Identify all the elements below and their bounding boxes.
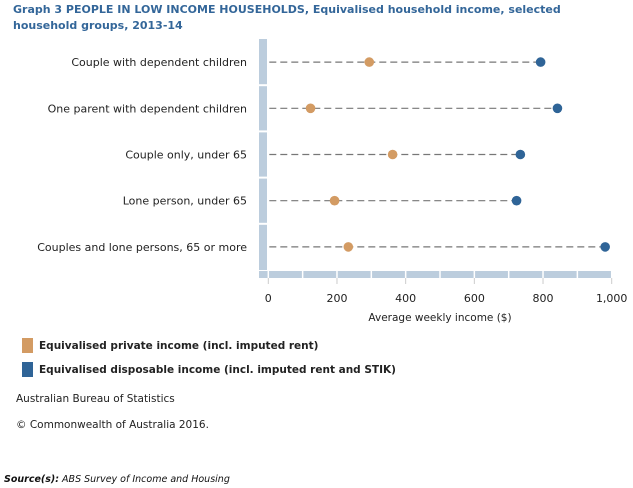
point-disposable-income bbox=[511, 195, 522, 206]
point-private-income bbox=[329, 195, 340, 206]
legend-swatch-disposable bbox=[22, 362, 33, 377]
point-disposable-income bbox=[535, 57, 546, 67]
category-label: Couple only, under 65 bbox=[125, 149, 247, 162]
point-private-income bbox=[305, 103, 316, 114]
y-axis-strip bbox=[259, 39, 267, 270]
point-private-income bbox=[343, 242, 354, 252]
point-disposable-income bbox=[552, 103, 563, 114]
legend-item-disposable: Equivalised disposable income (incl. imp… bbox=[22, 362, 396, 377]
category-label: Lone person, under 65 bbox=[123, 195, 247, 208]
footer-org: Australian Bureau of Statistics bbox=[16, 393, 175, 405]
x-tick-label: 800 bbox=[533, 292, 554, 305]
x-axis-label: Average weekly income ($) bbox=[368, 312, 511, 324]
legend-swatch-private bbox=[22, 338, 33, 353]
legend-label-private: Equivalised private income (incl. impute… bbox=[39, 339, 319, 352]
x-tick-label: 200 bbox=[326, 292, 347, 305]
footer-source: Source(s): ABS Survey of Income and Hous… bbox=[4, 474, 230, 485]
x-tick-label: 600 bbox=[464, 292, 485, 305]
point-disposable-income bbox=[515, 149, 526, 160]
point-disposable-income bbox=[600, 242, 610, 252]
category-label: One parent with dependent children bbox=[48, 102, 247, 115]
footer-copyright: © Commonwealth of Australia 2016. bbox=[16, 419, 209, 431]
x-tick-label: 400 bbox=[395, 292, 416, 305]
x-tick-label: 1,000 bbox=[596, 292, 628, 305]
category-label: Couple with dependent children bbox=[71, 56, 247, 69]
chart-plot: 0 200 400 600 800 1,000 Average weekly income … bbox=[37, 39, 628, 324]
x-tick-label: 0 bbox=[265, 292, 272, 305]
x-axis-strip bbox=[259, 271, 612, 278]
legend-label-disposable: Equivalised disposable income (incl. imp… bbox=[39, 363, 396, 376]
point-private-income bbox=[387, 149, 398, 160]
chart-title: Graph 3 PEOPLE IN LOW INCOME HOUSEHOLDS,… bbox=[13, 3, 561, 32]
source-text: ABS Survey of Income and Housing bbox=[59, 474, 230, 485]
source-label: Source(s): bbox=[4, 474, 60, 485]
category-label: Couples and lone persons, 65 or more bbox=[37, 241, 247, 254]
legend-item-private: Equivalised private income (incl. impute… bbox=[22, 338, 318, 353]
point-private-income bbox=[364, 57, 375, 67]
